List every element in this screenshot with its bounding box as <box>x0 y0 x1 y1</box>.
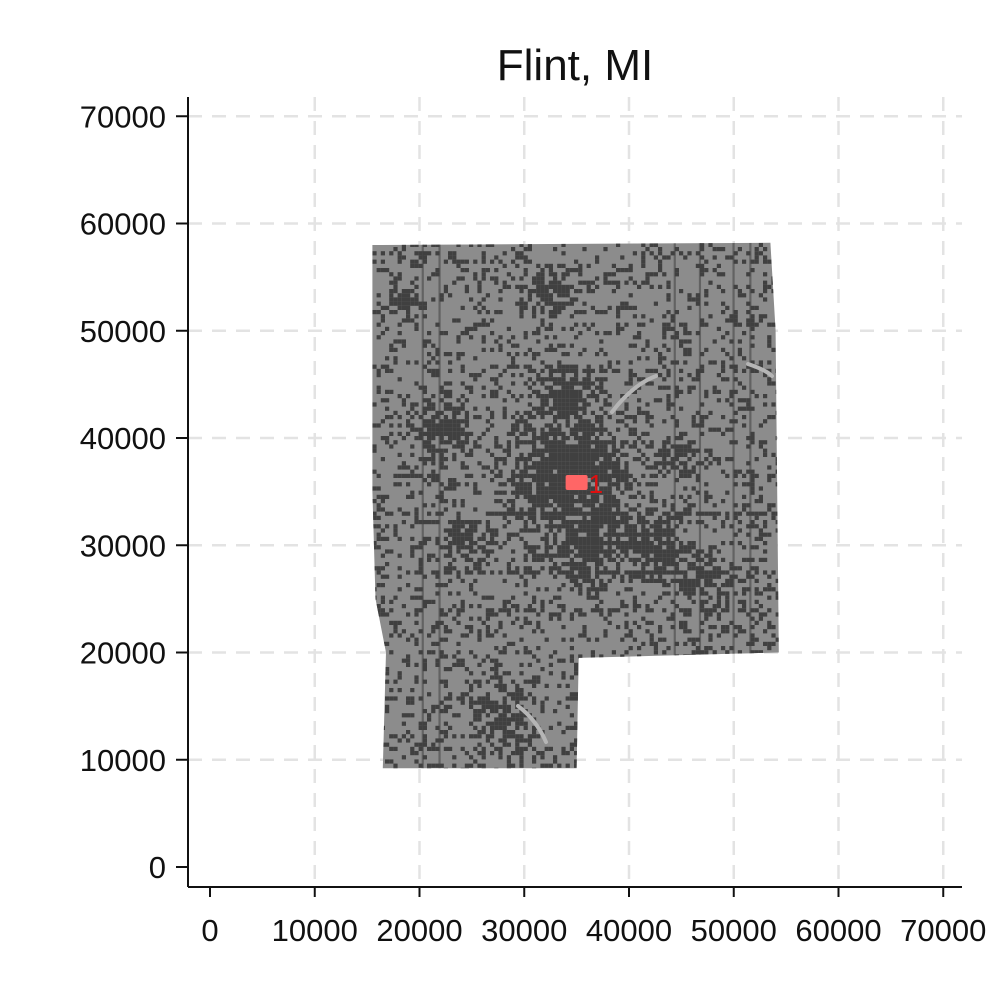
x-tick-label: 70000 <box>900 913 986 948</box>
y-tick-label: 20000 <box>80 636 166 671</box>
water-features <box>516 362 774 744</box>
y-tick-label: 10000 <box>80 743 166 778</box>
chart-title: Flint, MI <box>497 41 653 90</box>
y-tick-label: 30000 <box>80 528 166 563</box>
x-tick-label: 50000 <box>691 913 777 948</box>
x-tick-label: 0 <box>201 913 218 948</box>
region-layer <box>372 242 779 769</box>
y-tick-label: 60000 <box>80 207 166 242</box>
y-tick-label: 0 <box>149 850 166 885</box>
marker-point <box>565 475 588 491</box>
y-tick-label: 70000 <box>80 99 166 134</box>
x-tick-label: 10000 <box>272 913 358 948</box>
x-tick-label: 60000 <box>795 913 881 948</box>
y-tick-label: 50000 <box>80 314 166 349</box>
axes: 0 10000 20000 30000 40000 50000 60000 70000 0 100… <box>80 97 986 948</box>
x-tick-label: 30000 <box>481 913 567 948</box>
marker-layer: 1 <box>565 469 603 499</box>
x-tick-label: 20000 <box>376 913 462 948</box>
marker-label: 1 <box>589 469 603 499</box>
x-tick-label: 40000 <box>586 913 672 948</box>
y-tick-label: 40000 <box>80 421 166 456</box>
